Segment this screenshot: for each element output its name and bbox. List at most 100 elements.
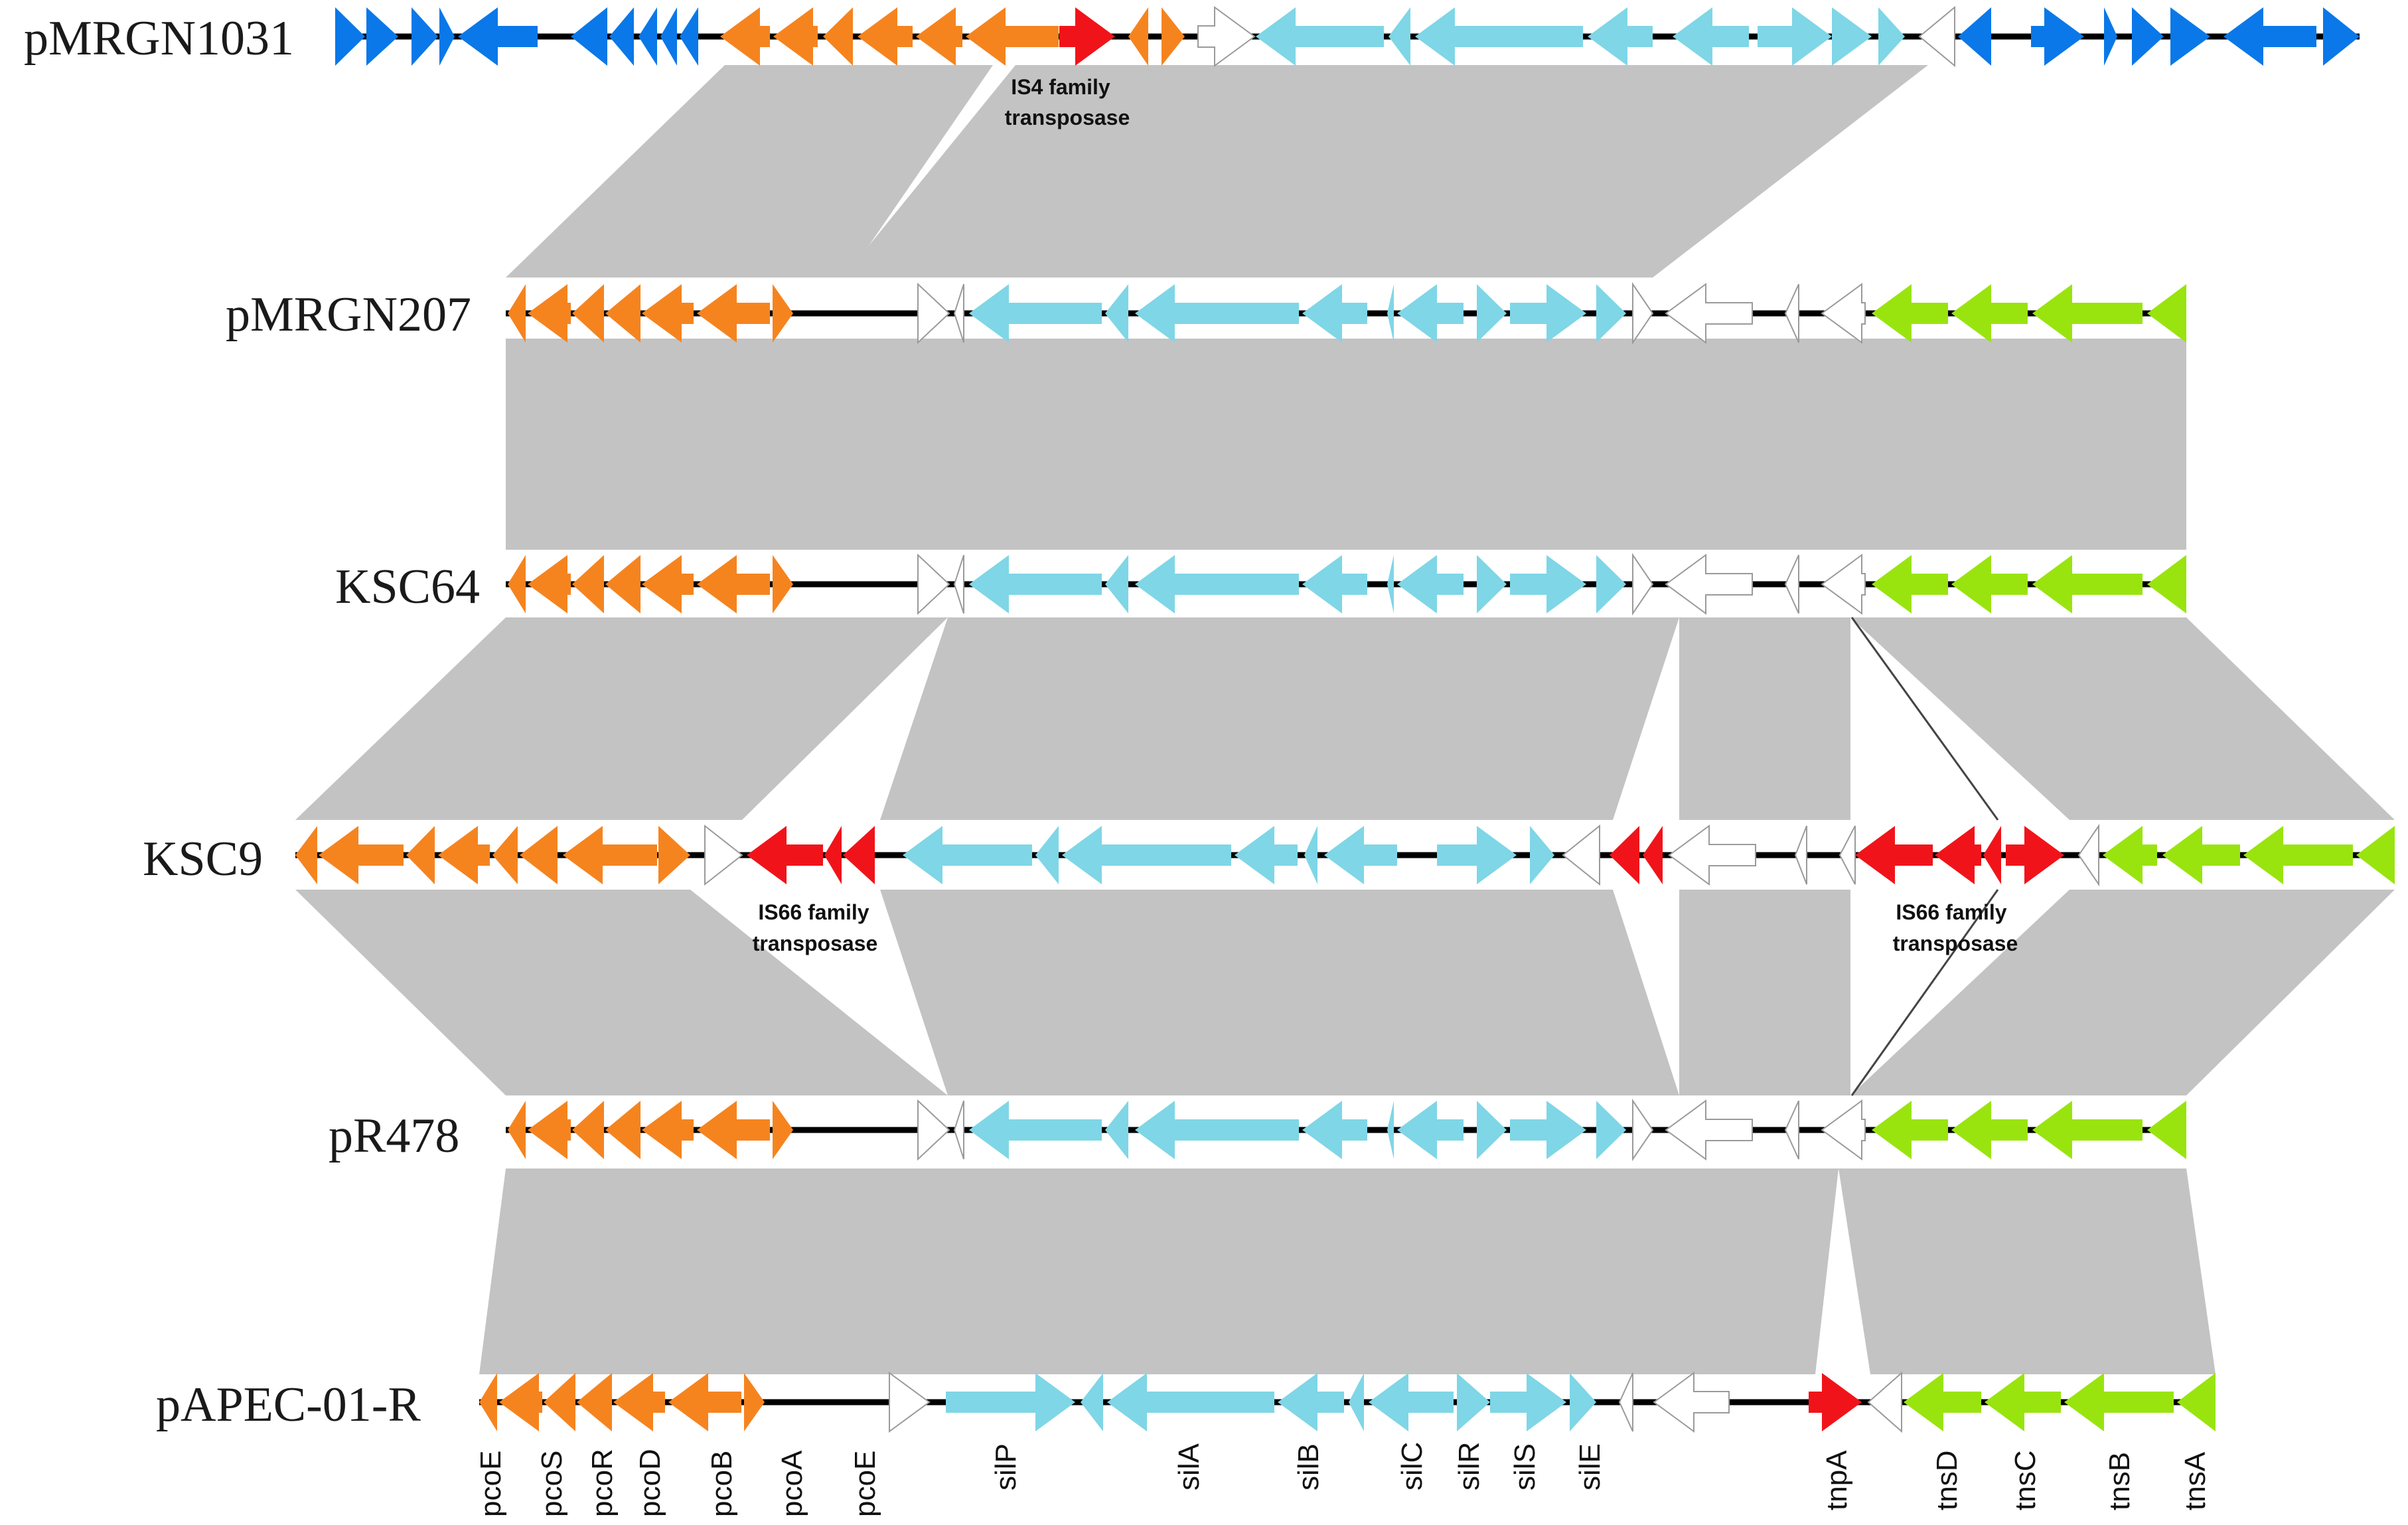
tns-gene-arrow — [2147, 284, 2186, 343]
sil-gene-arrow — [1324, 826, 1397, 884]
sil-gene-arrow — [1081, 1373, 1103, 1431]
tns-gene-arrow — [2032, 555, 2143, 613]
pco-gene-arrow — [563, 826, 657, 884]
gene-labels: pcoE pcoS pcoR pcoD pcoB pcoA pcoE silP … — [475, 1442, 2212, 1517]
hypothetical-gene-arrow — [953, 1100, 964, 1160]
plasmid-gene-arrow — [1958, 7, 1991, 66]
tns-gene-arrow — [2064, 1373, 2174, 1431]
gene-label-silb: silB — [1292, 1443, 1325, 1490]
tns-gene-arrow — [1872, 555, 1948, 613]
plasmid-gene-arrow — [660, 7, 677, 66]
track-label-pmrgn1031: pMRGN1031 — [24, 11, 294, 66]
pco-gene-arrow — [499, 1373, 542, 1431]
homology-block — [880, 617, 1679, 820]
gene-label-pcos: pcoS — [536, 1451, 568, 1517]
sil-gene-arrow — [1135, 284, 1299, 343]
is66-left-annotation-line2: transposase — [753, 931, 878, 955]
gene-label-pcoa: pcoA — [776, 1450, 808, 1517]
hypothetical-gene-arrow — [1665, 554, 1753, 615]
pco-gene-arrow — [966, 7, 1059, 66]
gene-label-pcoe-2: pcoE — [849, 1451, 881, 1517]
sil-gene-arrow — [1758, 7, 1832, 66]
plasmid-gene-arrow — [2170, 7, 2210, 66]
sil-gene-arrow — [1437, 826, 1517, 884]
pco-gene-arrow — [858, 7, 913, 66]
sil-gene-arrow — [1588, 7, 1653, 66]
gene-label-sils: silS — [1509, 1443, 1541, 1490]
sil-gene-arrow — [1387, 1101, 1394, 1159]
pco-gene-arrow — [572, 284, 604, 343]
hypothetical-gene-arrow — [1784, 1100, 1799, 1160]
is66-right-annotation-line1: IS66 family — [1896, 900, 2006, 924]
sil-gene-arrow — [1105, 1101, 1128, 1159]
hypothetical-gene-arrow — [704, 824, 743, 886]
pco-gene-arrow — [605, 284, 640, 343]
sil-gene-arrow — [1105, 555, 1128, 613]
sil-gene-arrow — [1302, 1101, 1367, 1159]
pco-gene-arrow — [605, 555, 640, 613]
homology-block — [295, 890, 948, 1095]
sil-gene-arrow — [1457, 1373, 1490, 1431]
sil-gene-arrow — [1510, 555, 1586, 613]
sil-gene-arrow — [1387, 284, 1394, 343]
tns-gene-arrow — [1985, 1373, 2061, 1431]
pco-gene-arrow — [544, 1373, 575, 1431]
pco-gene-arrow — [605, 1101, 640, 1159]
hypothetical-gene-arrow — [1632, 1098, 1654, 1162]
hypothetical-gene-arrow — [1632, 281, 1654, 345]
sil-gene-arrow — [1415, 7, 1583, 66]
hypothetical-gene-arrow — [2077, 823, 2099, 887]
sil-gene-arrow — [1477, 284, 1507, 343]
sil-gene-arrow — [1302, 284, 1367, 343]
tns-gene-arrow — [2032, 284, 2143, 343]
sil-gene-arrow — [1135, 1101, 1299, 1159]
tns-gene-arrow — [1951, 555, 2028, 613]
pco-gene-arrow — [773, 1101, 793, 1159]
track-label-papec-01-r: pAPEC-01-R — [156, 1378, 421, 1432]
pco-gene-arrow — [916, 7, 962, 66]
tns-gene-arrow — [2243, 826, 2353, 884]
homology-block — [1850, 890, 2395, 1095]
hypothetical-gene-arrow — [1665, 1099, 1753, 1161]
sil-gene-arrow — [1832, 7, 1872, 66]
pco-gene-arrow — [642, 1101, 694, 1159]
gene-label-pcoe: pcoE — [475, 1451, 507, 1517]
pco-gene-arrow — [642, 555, 694, 613]
transposase-gene-arrow — [2006, 826, 2064, 884]
inversion-line — [1850, 889, 1999, 1096]
tns-gene-arrow — [1904, 1373, 1981, 1431]
pco-gene-arrow — [668, 1373, 741, 1431]
pco-gene-arrow — [479, 1373, 497, 1431]
homology-block — [506, 339, 2186, 550]
plasmid-gene-arrow — [2132, 7, 2164, 66]
transposase-gene-arrow — [1983, 826, 2001, 884]
pco-gene-arrow — [319, 826, 404, 884]
transposase-gene-arrow — [1855, 826, 1933, 884]
sil-gene-arrow — [1397, 555, 1464, 613]
is66-left-annotation-line1: IS66 family — [758, 900, 869, 924]
sil-gene-arrow — [1135, 555, 1299, 613]
pco-gene-arrow — [773, 284, 793, 343]
pco-gene-arrow — [295, 826, 317, 884]
pco-gene-arrow — [572, 555, 604, 613]
transposase-gene-arrow — [1610, 826, 1639, 884]
transposase-gene-arrow — [843, 826, 875, 884]
pco-gene-arrow — [658, 826, 690, 884]
pco-gene-arrow — [697, 1101, 770, 1159]
sil-gene-arrow — [1596, 1101, 1626, 1159]
sil-gene-arrow — [1035, 826, 1059, 884]
track-label-pr478: pR478 — [329, 1109, 459, 1163]
pco-gene-arrow — [613, 1373, 665, 1431]
gene-label-pcor: pcoR — [586, 1449, 619, 1517]
is66-right-annotation-line2: transposase — [1893, 931, 2018, 955]
hypothetical-gene-arrow — [1784, 554, 1799, 614]
pco-gene-arrow — [492, 826, 518, 884]
hypothetical-gene-arrow — [889, 1372, 931, 1433]
pco-gene-arrow — [406, 826, 435, 884]
pco-gene-arrow — [744, 1373, 765, 1431]
sil-gene-arrow — [1278, 1373, 1344, 1431]
plasmid-gene-arrow — [439, 7, 455, 66]
track-label-pmrgn207: pMRGN207 — [226, 287, 471, 342]
tns-gene-arrow — [1951, 284, 2028, 343]
tns-gene-arrow — [2032, 1101, 2143, 1159]
